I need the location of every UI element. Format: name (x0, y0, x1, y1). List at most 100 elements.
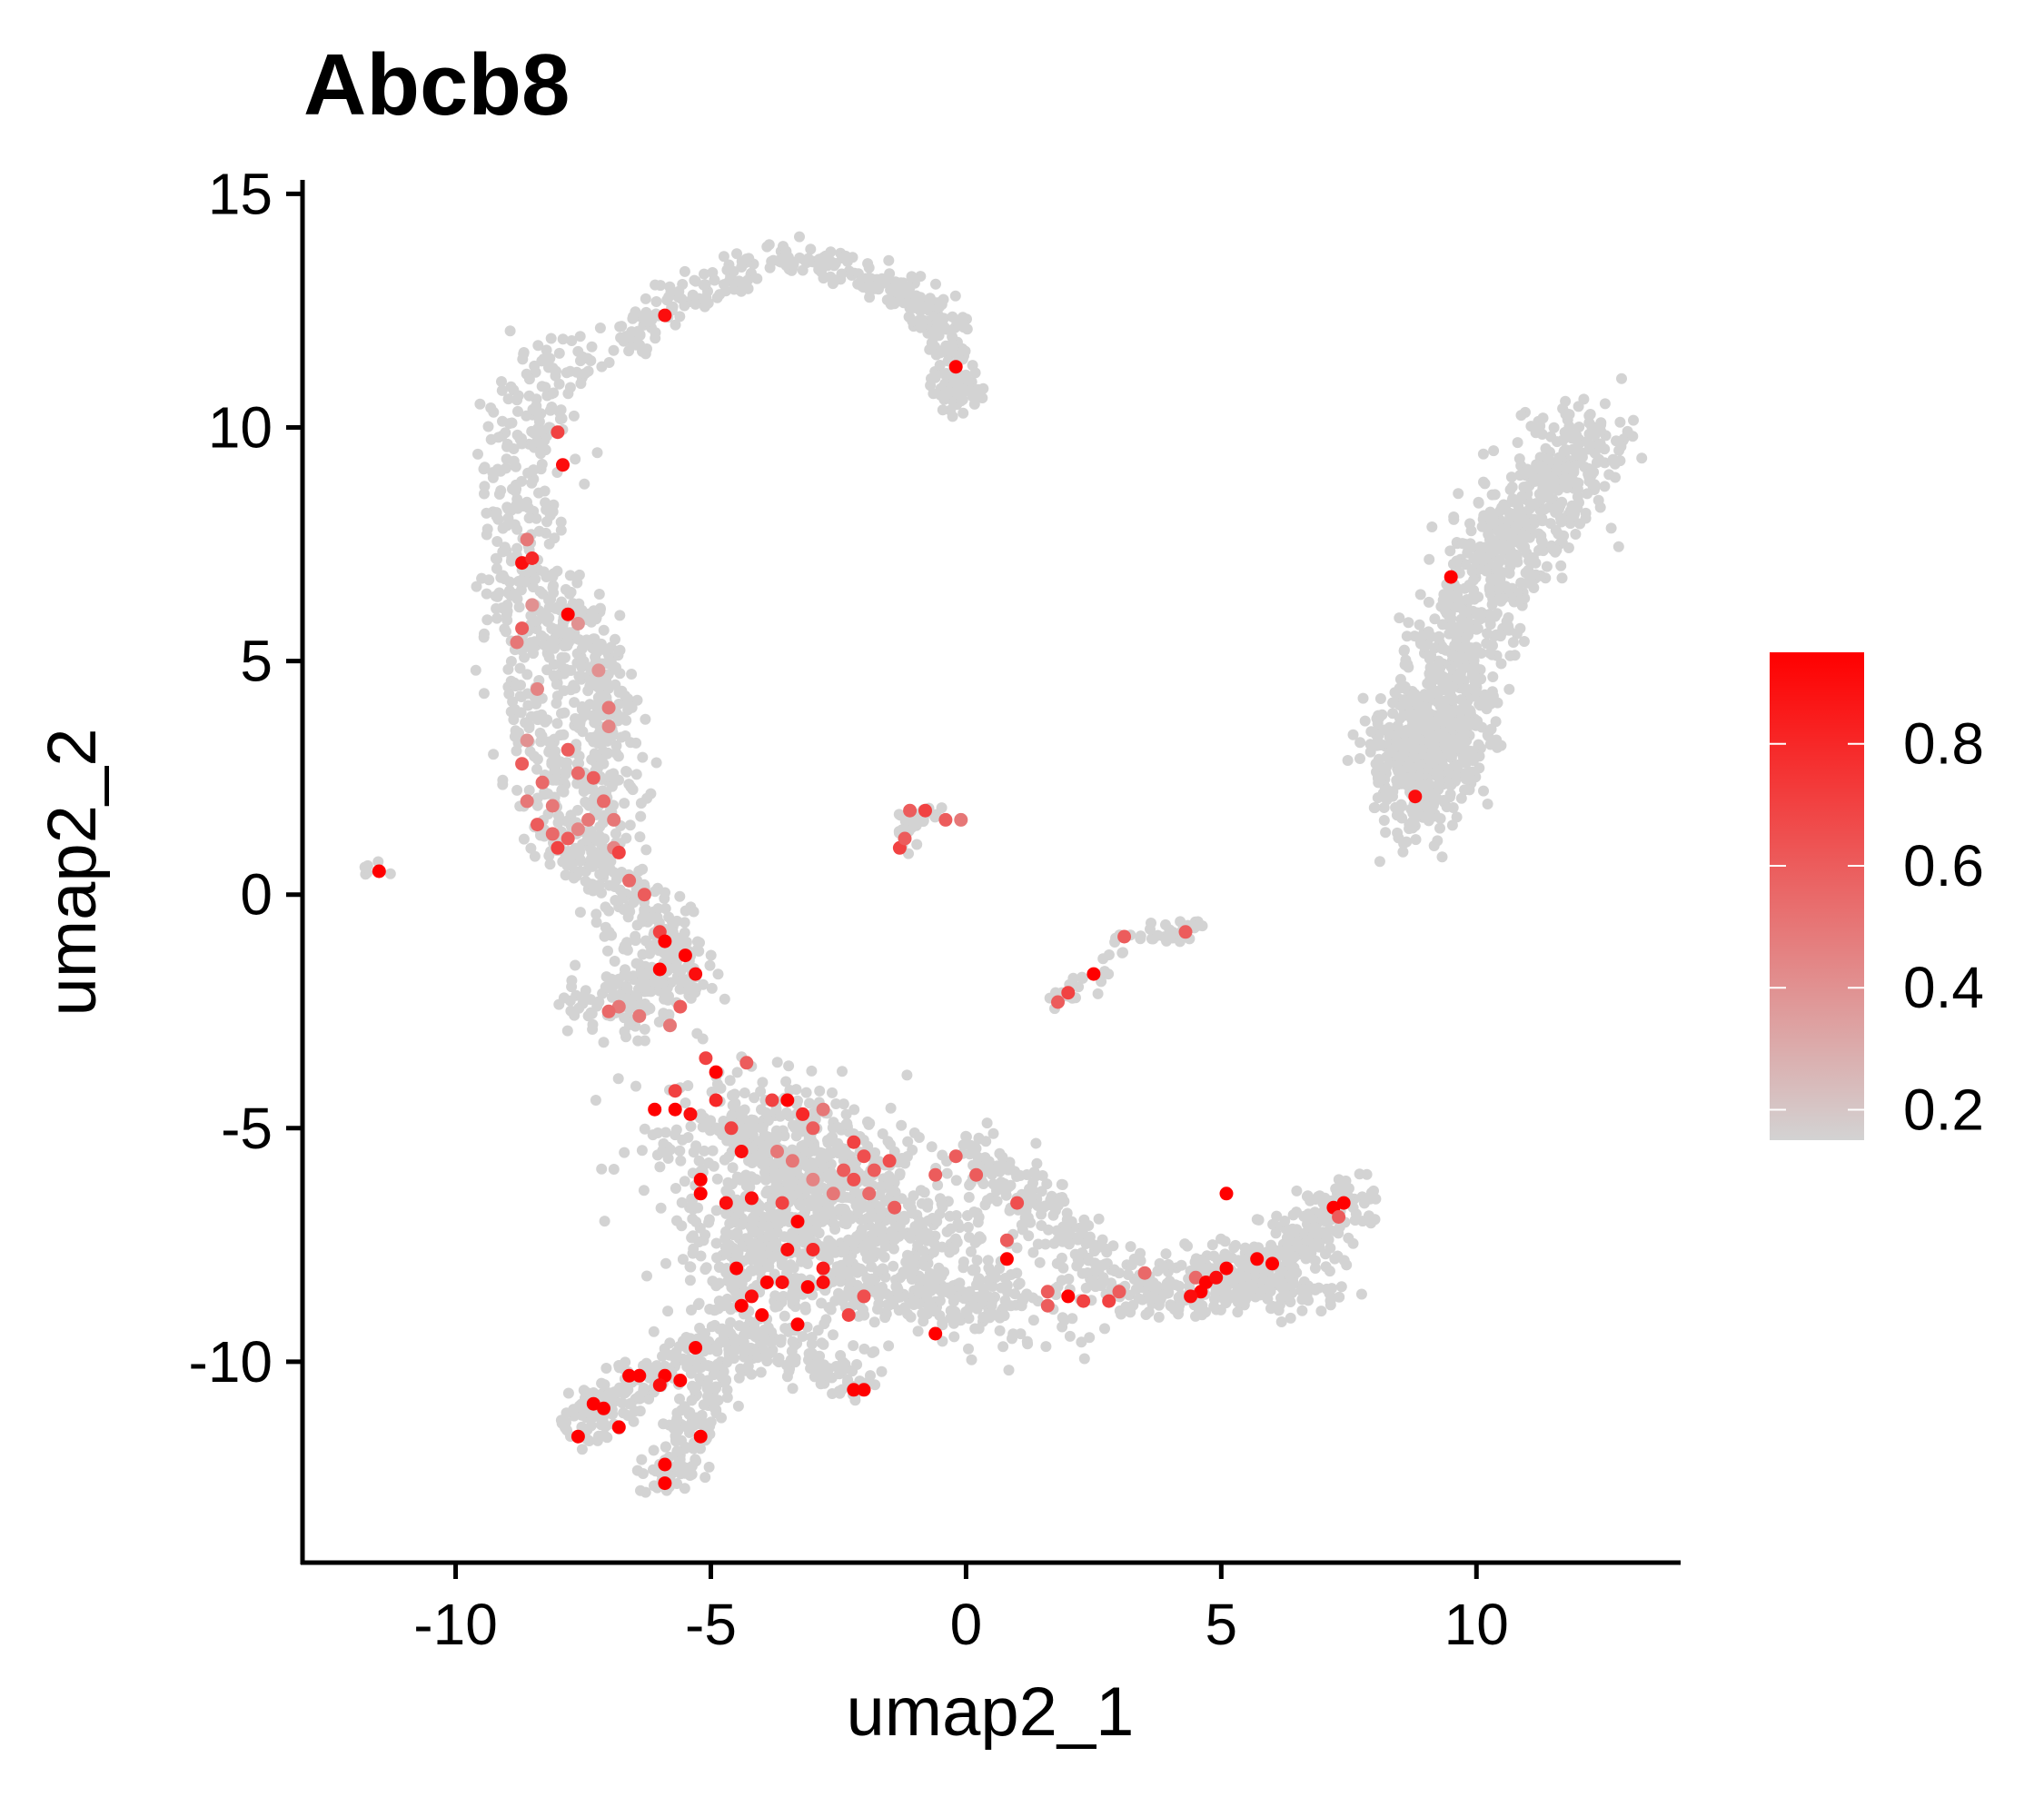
cell-point (1206, 1239, 1218, 1251)
cell-point (1329, 1253, 1341, 1265)
cell-point (1190, 1253, 1202, 1265)
cell-point (1530, 498, 1542, 510)
cell-point (902, 1199, 914, 1211)
cell-point (599, 1216, 610, 1227)
cell-point (505, 555, 517, 567)
cell-point (732, 1400, 744, 1412)
cell-point (613, 645, 625, 657)
cell-point (1512, 437, 1523, 449)
cell-point (665, 1144, 676, 1156)
cell-point (805, 243, 817, 255)
cell-point (1160, 1248, 1172, 1260)
cell-point (971, 1255, 983, 1266)
cell-point (771, 1057, 783, 1068)
cell-point (481, 523, 493, 535)
cell-point (655, 1202, 667, 1214)
cell-point (674, 890, 686, 902)
cell-point (511, 542, 523, 554)
cell-point (1478, 476, 1489, 488)
cell-point (523, 720, 535, 732)
cell-point (1423, 626, 1434, 638)
cell-point (569, 1009, 580, 1021)
cell-point (599, 930, 610, 942)
cell-point (1239, 1242, 1251, 1254)
cell-point (960, 1131, 972, 1143)
cell-point (690, 1140, 702, 1152)
cell-point (474, 398, 486, 410)
cell-point (676, 1196, 688, 1208)
cell-point (603, 1387, 615, 1399)
cell-point (576, 1398, 588, 1410)
cell-point (904, 312, 916, 323)
cell-point (1151, 1280, 1163, 1292)
cell-point (531, 698, 542, 710)
cell-point (1073, 981, 1085, 993)
cell-point (574, 907, 586, 918)
cell-point (780, 245, 792, 257)
cell-point (520, 576, 531, 588)
cell-point (553, 810, 564, 822)
cell-point (1378, 815, 1390, 826)
cell-point (610, 895, 621, 906)
cell-point (1219, 1236, 1231, 1247)
cell-point (635, 810, 647, 822)
cell-point (568, 410, 580, 422)
cell-point (1061, 1214, 1073, 1226)
cell-point (849, 1395, 861, 1406)
cell-point (768, 1172, 779, 1184)
cell-point (1134, 1277, 1146, 1289)
cell-point (1077, 1226, 1088, 1238)
cell-point (372, 856, 384, 868)
cell-point (1570, 529, 1582, 540)
cell-point (851, 1266, 863, 1278)
cell-point (862, 1250, 874, 1262)
cell-point (1410, 809, 1422, 821)
cell-point (730, 1336, 741, 1348)
cell-point (1580, 512, 1592, 524)
cell-point (1209, 1294, 1220, 1306)
cell-point (827, 1388, 838, 1399)
cell-point (676, 975, 688, 987)
cell-point (544, 352, 556, 364)
cell-point (1170, 1279, 1182, 1291)
cell-point (690, 275, 701, 287)
cell-point (574, 331, 586, 343)
cell-point (912, 1326, 924, 1337)
cell-point (1099, 1323, 1110, 1335)
cell-point (1176, 1259, 1187, 1271)
cell-point (831, 1121, 843, 1133)
cell-point (699, 301, 710, 313)
cell-point (789, 1236, 800, 1247)
cell-point (547, 571, 559, 582)
cell-point (1473, 496, 1484, 508)
cell-point (679, 917, 690, 928)
cell-point (1394, 612, 1405, 624)
cell-point (999, 1295, 1011, 1306)
cell-point (751, 273, 763, 284)
cell-point (640, 844, 652, 856)
cell-point (1516, 529, 1528, 541)
cell-point (614, 610, 626, 621)
cell-point (1397, 846, 1409, 858)
cell-point (1510, 520, 1522, 531)
cell-point (592, 762, 603, 774)
cell-point (991, 1196, 1003, 1207)
cell-point (1026, 1191, 1037, 1203)
cell-point (939, 392, 951, 402)
cell-point (647, 1129, 659, 1141)
cell-point (574, 670, 586, 681)
cell-point (1291, 1236, 1303, 1248)
cell-point (984, 1312, 996, 1324)
cell-point (600, 645, 612, 657)
cell-point (841, 1288, 853, 1300)
cell-point (819, 1318, 830, 1330)
cell-point (1477, 448, 1489, 460)
cell-point (674, 1341, 685, 1352)
cell-point (1478, 554, 1490, 566)
cell-point (709, 274, 720, 286)
cell-point (956, 390, 967, 402)
cell-point (522, 700, 534, 711)
cell-point (660, 1127, 671, 1138)
cell-point (1456, 652, 1468, 664)
cell-point (541, 344, 552, 356)
